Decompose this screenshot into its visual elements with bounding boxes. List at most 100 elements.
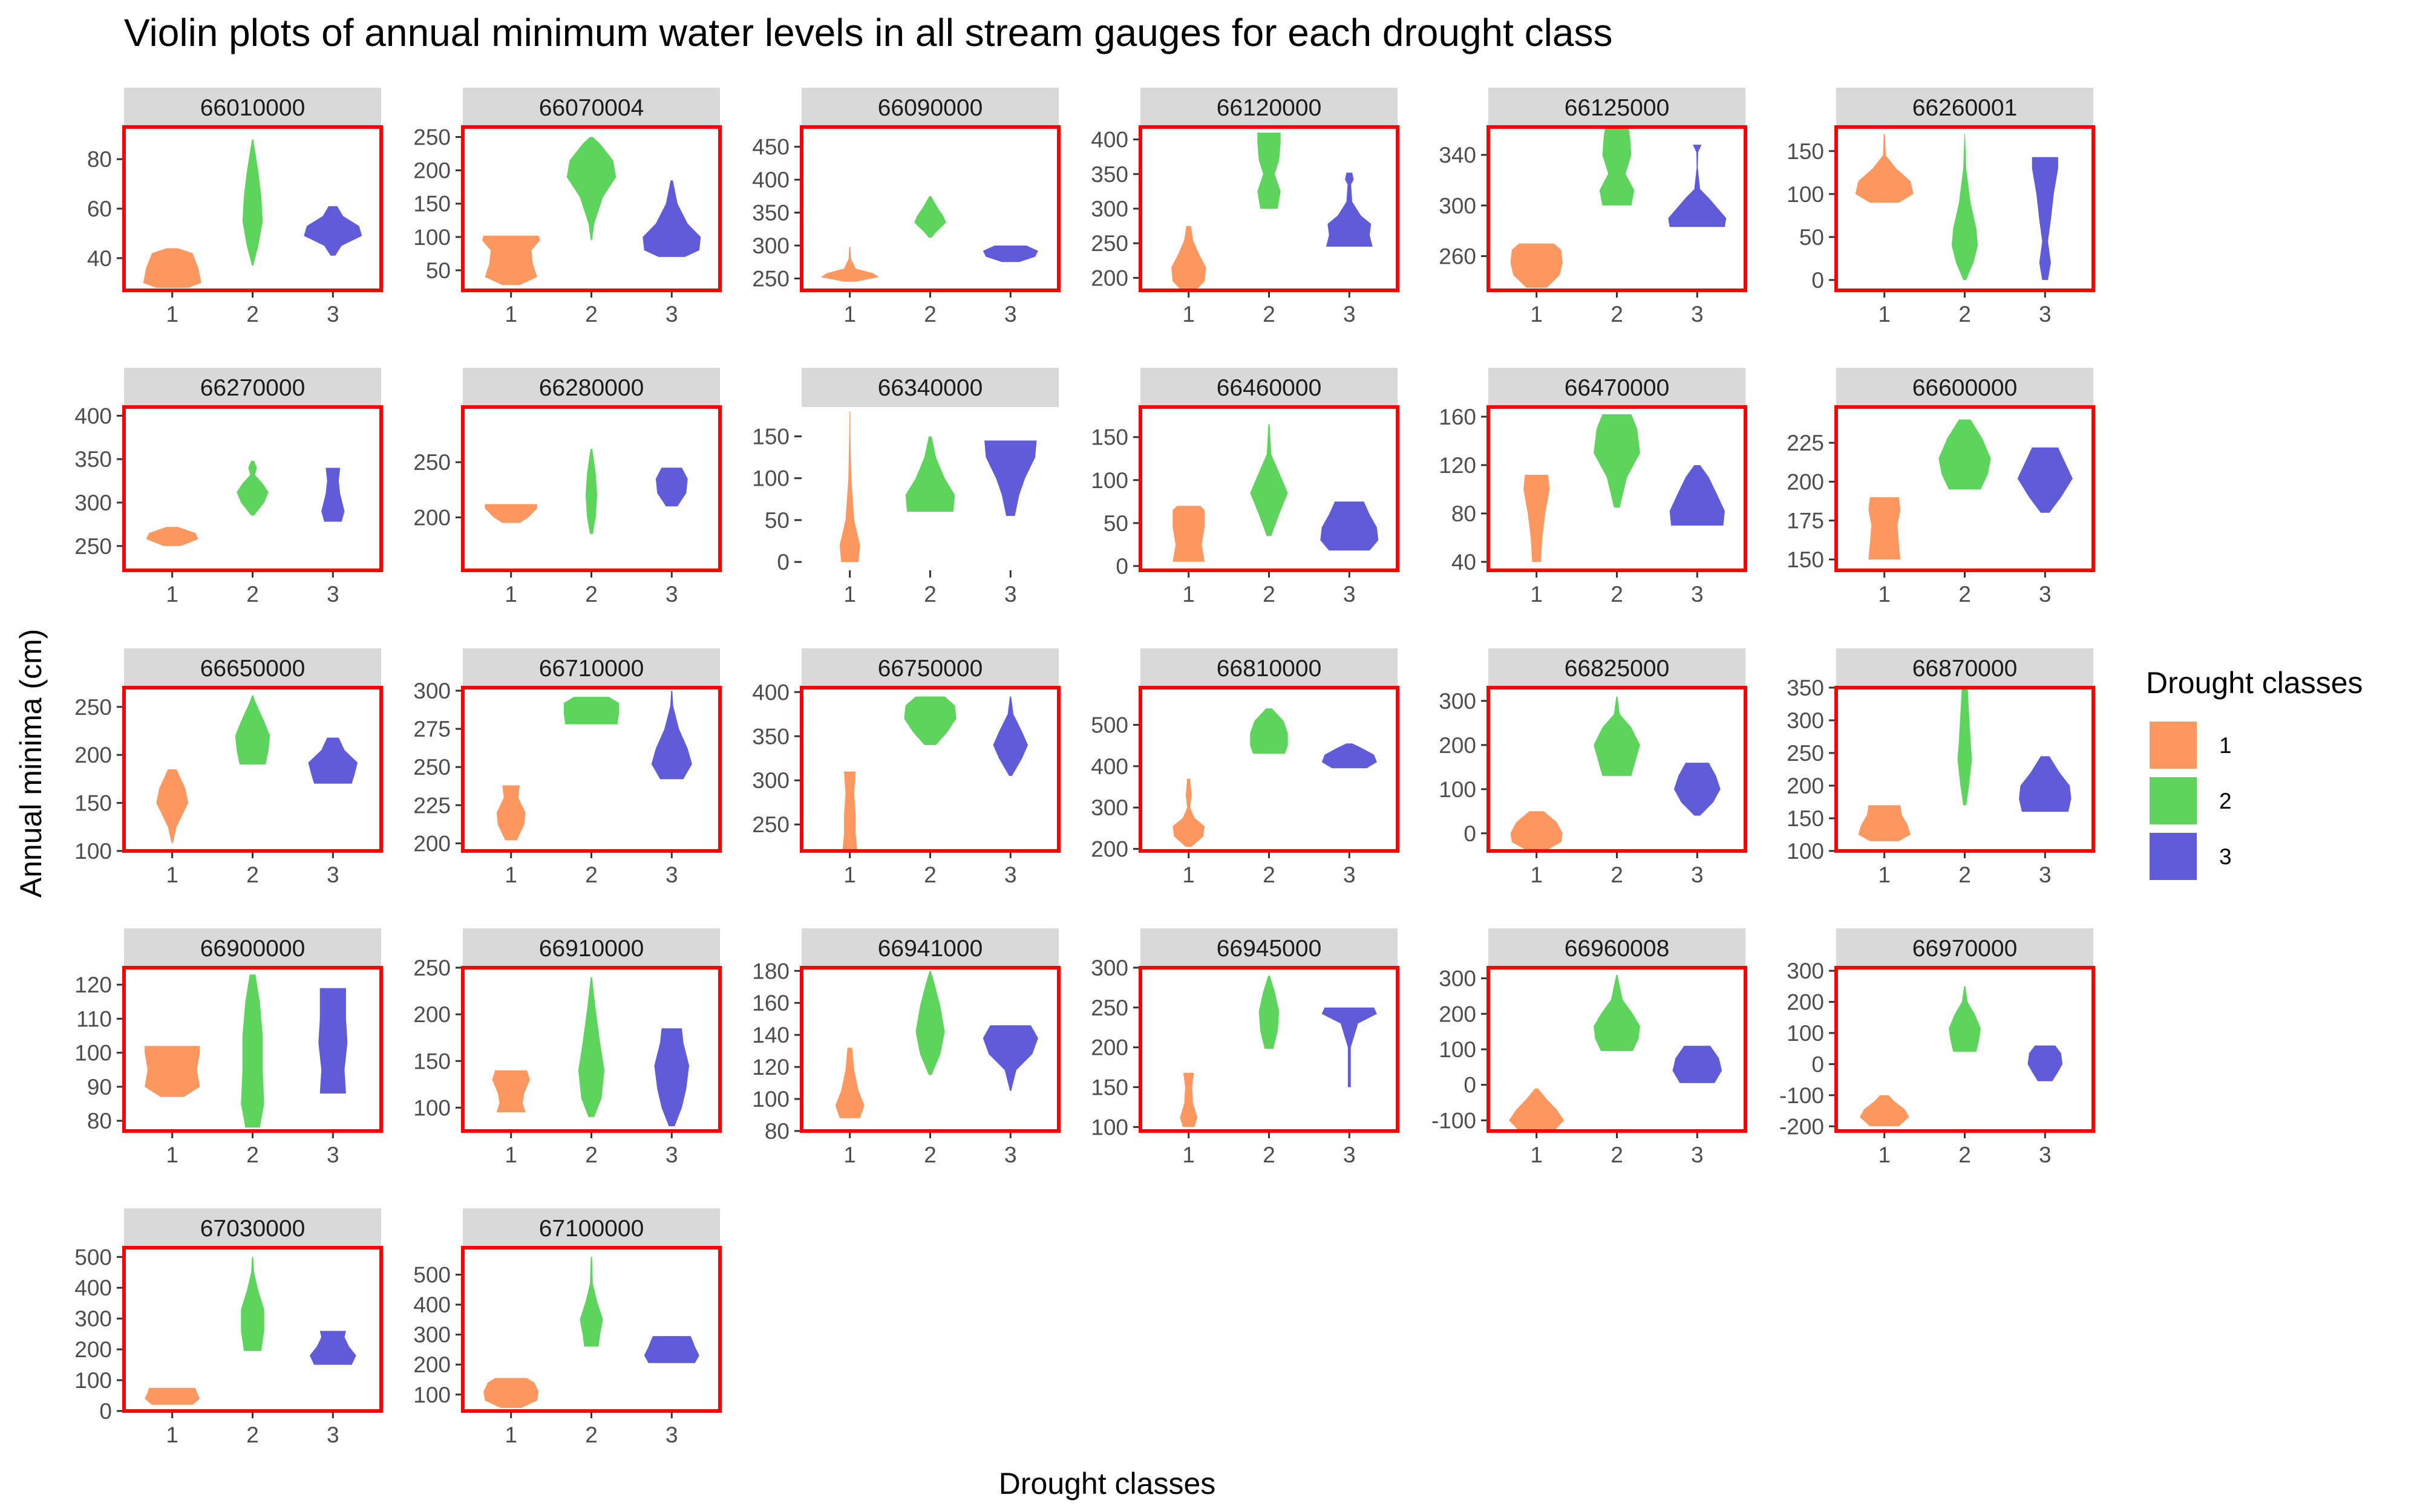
y-tick-label: 300 (413, 1323, 451, 1347)
y-tick-label: 300 (1091, 795, 1128, 820)
facet-panel-66870000: 66870000 100 150 200 250 300 350 1 2 3 (1787, 648, 2095, 887)
y-tick-label: 275 (413, 717, 451, 741)
x-axis-title: Drought classes (999, 1467, 1216, 1501)
facet-panel-66460000: 66460000 0 50 100 150 1 2 3 (1091, 368, 1399, 607)
x-tick-label: 3 (327, 582, 339, 607)
violin-class-2 (915, 971, 945, 1075)
facet-strip (463, 928, 720, 968)
y-tick-label: 100 (413, 1095, 451, 1120)
y-tick-label: 200 (1091, 266, 1128, 290)
y-tick-label: 200 (413, 1002, 451, 1027)
facet-panel-66010000: 66010000 40 60 80 1 2 3 (87, 88, 383, 327)
x-tick-label: 1 (1878, 582, 1891, 607)
x-tick-label: 3 (2039, 862, 2052, 887)
violin-class-2 (235, 695, 270, 765)
facet-panel-67030000: 67030000 0 100 200 300 400 500 1 2 3 (74, 1208, 383, 1447)
x-tick-label: 1 (843, 302, 856, 327)
y-tick-label: 100 (1439, 777, 1476, 802)
highlight-frame (1834, 686, 2095, 853)
y-tick-label: 100 (752, 1087, 790, 1112)
y-tick-label: 225 (1787, 431, 1824, 455)
y-tick-label: 0 (777, 550, 790, 575)
y-tick-label: 50 (1104, 511, 1128, 536)
violin-class-1 (1510, 243, 1563, 288)
violin-class-1 (842, 771, 857, 850)
y-tick-label: 150 (1091, 425, 1128, 450)
violin-class-1 (1509, 1088, 1565, 1131)
x-tick-label: 1 (843, 582, 856, 607)
facet-strip-label: 66280000 (539, 375, 644, 401)
y-tick-label: 200 (413, 158, 451, 183)
y-tick-label: 350 (1091, 162, 1128, 187)
x-tick-label: 1 (1182, 1142, 1195, 1167)
violin-class-1 (485, 504, 537, 523)
highlight-frame (122, 966, 383, 1133)
highlight-frame (122, 686, 383, 853)
y-tick-label: 100 (1787, 839, 1824, 864)
highlight-frame (461, 125, 722, 292)
highlight-frame (122, 125, 383, 292)
facet-strip (1140, 648, 1398, 688)
facet-panel-66710000: 66710000 200 225 250 275 300 1 2 3 (413, 648, 722, 887)
x-tick-label: 3 (666, 582, 678, 607)
x-tick-label: 2 (1611, 1142, 1623, 1167)
facet-strip (1488, 648, 1745, 688)
violin-class-3 (1672, 1046, 1722, 1083)
violin-class-2 (1938, 419, 1991, 490)
x-tick-label: 1 (1878, 1142, 1891, 1167)
facet-strip (463, 648, 720, 688)
violin-class-3 (643, 180, 701, 257)
x-tick-label: 2 (246, 1422, 259, 1447)
facet-panel-66270000: 66270000 250 300 350 400 1 2 3 (74, 368, 383, 607)
violin-class-2 (1957, 688, 1972, 806)
legend-items: 1 2 3 (2150, 722, 2232, 880)
facet-strip-label: 66810000 (1217, 656, 1322, 682)
violin-class-2 (1258, 976, 1280, 1049)
legend-key-1 (2150, 722, 2197, 769)
y-tick-label: 150 (1787, 547, 1824, 572)
facet-panel-66970000: 66970000 -200 -100 0 100 200 300 1 2 3 (1779, 928, 2095, 1167)
y-tick-label: 175 (1787, 509, 1824, 533)
x-tick-label: 2 (585, 582, 598, 607)
violin-class-2 (914, 196, 946, 238)
facet-strip (802, 88, 1059, 127)
violin-class-1 (492, 1070, 530, 1113)
facet-strip (463, 1208, 720, 1248)
y-tick-label: 50 (765, 508, 790, 533)
x-tick-label: 3 (666, 1142, 678, 1167)
x-tick-label: 1 (505, 302, 517, 327)
x-tick-label: 3 (666, 1422, 678, 1447)
facet-strip-label: 66710000 (539, 656, 644, 682)
highlight-frame (461, 405, 722, 572)
y-tick-label: 100 (1787, 182, 1824, 207)
x-tick-label: 1 (166, 862, 178, 887)
y-tick-label: 0 (1811, 1052, 1824, 1077)
y-tick-label: 200 (1787, 469, 1824, 494)
facet-panel-66941000: 66941000 80 100 120 140 160 180 1 2 3 (752, 928, 1061, 1167)
y-tick-label: 300 (413, 679, 451, 703)
violin-class-1 (1868, 497, 1901, 559)
y-tick-label: 250 (413, 125, 451, 150)
legend-label: 2 (2219, 789, 2232, 813)
highlight-frame (1139, 405, 1399, 572)
y-tick-label: 250 (1787, 741, 1824, 766)
facet-strip (124, 88, 381, 127)
violin-class-1 (1858, 805, 1911, 841)
violin-class-2 (1949, 986, 1981, 1052)
x-tick-label: 3 (1343, 302, 1356, 327)
x-tick-label: 1 (505, 582, 517, 607)
violin-class-2 (1250, 708, 1288, 754)
violin-class-2 (1257, 132, 1281, 209)
y-tick-label: 50 (426, 258, 451, 283)
y-tick-label: 120 (752, 1055, 790, 1080)
y-tick-label: 160 (1439, 405, 1476, 429)
x-tick-label: 2 (1263, 1142, 1275, 1167)
x-tick-label: 3 (666, 862, 678, 887)
facet-strip (1836, 648, 2093, 688)
facet-panel-66650000: 66650000 100 150 200 250 1 2 3 (74, 648, 383, 887)
y-tick-label: 350 (752, 724, 790, 749)
violin-class-2 (1951, 134, 1978, 280)
x-tick-label: 1 (505, 1422, 517, 1447)
y-tick-label: 225 (413, 793, 451, 818)
x-tick-label: 3 (2039, 302, 2052, 327)
